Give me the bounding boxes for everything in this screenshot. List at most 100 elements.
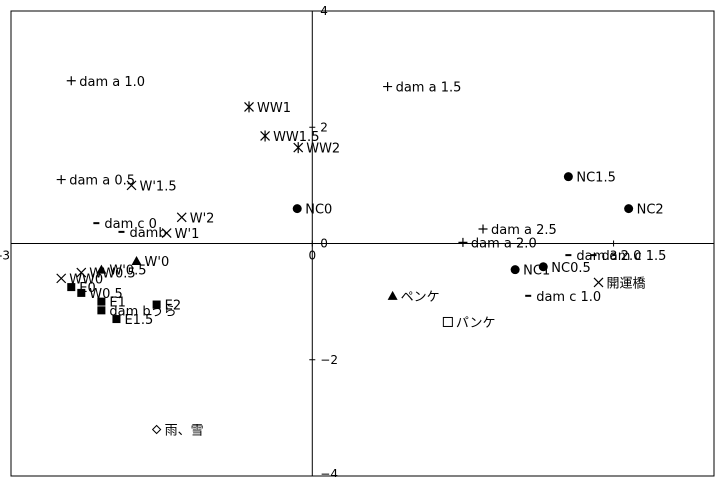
y-tick-label: −2 [320, 353, 338, 367]
cross-marker [76, 267, 87, 278]
circle-marker [624, 204, 634, 214]
point-label: dam a 0.5 [69, 174, 135, 189]
point-label: W'0 [145, 255, 170, 270]
data-point-plus [56, 175, 66, 185]
cross-marker [56, 273, 67, 284]
data-point-square [152, 300, 161, 309]
data-point-cross [593, 277, 604, 288]
point-label: WW1.5 [273, 130, 319, 145]
point-label: パンケ [456, 316, 496, 331]
data-point-circle [624, 204, 634, 214]
circle-marker [563, 172, 573, 182]
point-label: W0.5 [89, 287, 123, 302]
point-label: dam a 1.0 [79, 75, 145, 90]
point-label: 開運橋 [607, 276, 646, 291]
asterisk-marker [260, 130, 271, 142]
square-marker [152, 300, 161, 309]
asterisk-marker [293, 142, 304, 154]
data-point-circle [510, 265, 520, 275]
triangle-marker [131, 255, 142, 265]
data-point-cross [161, 228, 172, 238]
data-point-open-square [442, 316, 453, 327]
data-point-cross [56, 273, 67, 284]
triangle-marker [96, 264, 107, 274]
data-point-circle [538, 262, 548, 272]
circle-marker [292, 204, 302, 214]
point-label: NC2 [637, 203, 664, 218]
point-label: damb [129, 226, 166, 241]
square-marker [67, 283, 76, 292]
data-point-asterisk [293, 142, 304, 154]
point-label: NC1 [523, 264, 550, 279]
data-point-triangle [131, 255, 142, 265]
point-label: dam a 2.5 [491, 223, 557, 238]
data-point-asterisk [244, 101, 254, 113]
data-point-plus [458, 237, 468, 247]
y-tick-label: 4 [320, 4, 328, 18]
point-label: E1.5 [124, 313, 153, 328]
x-tick-label: -3 [0, 249, 10, 263]
point-label: dam a 1.5 [396, 81, 462, 96]
data-point-square [112, 315, 121, 324]
point-label: W'2 [190, 211, 215, 226]
cross-marker [126, 180, 137, 191]
y-tick-label: 2 [320, 120, 328, 134]
plus-marker [66, 76, 76, 86]
data-point-asterisk [260, 130, 271, 142]
data-point-plus [478, 224, 488, 234]
point-label: 雨、雪 [165, 424, 204, 439]
data-point-cross [76, 267, 87, 278]
point-label: WW2 [306, 142, 340, 157]
point-label: ペンケ [401, 290, 440, 305]
x-tick-label: 3 [610, 249, 618, 263]
data-point-square [97, 306, 106, 315]
circle-marker [538, 262, 548, 272]
point-label: dam c 2.0 [576, 249, 641, 264]
square-marker [97, 297, 106, 306]
plus-marker [56, 175, 66, 185]
square-marker [77, 288, 86, 297]
circle-marker [510, 265, 520, 275]
point-label: dam bうら [109, 304, 176, 319]
diamond-marker [151, 424, 162, 435]
point-label: WW0 [69, 272, 103, 287]
plus-marker [458, 237, 468, 247]
point-label: W'1 [175, 227, 200, 242]
axis-ticks: -3 0 3 4 2 0 −2 −4 [0, 4, 617, 477]
open-square-marker [442, 316, 453, 327]
y-tick-label: −4 [320, 467, 338, 477]
cross-marker [161, 228, 172, 238]
point-label: WW0.5 [89, 267, 135, 282]
triangle-marker [387, 290, 398, 300]
point-label: E2 [165, 299, 182, 314]
data-point-triangle [387, 290, 398, 300]
point-label: W'1.5 [140, 179, 177, 194]
data-point-triangle [96, 264, 107, 274]
data-points [56, 76, 634, 435]
data-point-cross [176, 212, 187, 223]
point-label: dam a 2.0 [471, 236, 537, 251]
point-label: NC1.5 [576, 171, 615, 186]
y-tick-label: 0 [320, 237, 328, 251]
point-label: NC0.5 [551, 261, 590, 276]
cross-marker [593, 277, 604, 288]
point-label: dam c 0 [104, 217, 157, 232]
data-point-diamond [151, 424, 162, 435]
x-tick-label: 0 [308, 249, 316, 263]
plus-marker [478, 224, 488, 234]
point-label: E1 [109, 296, 126, 311]
point-label: W'0.5 [109, 264, 146, 279]
data-point-cross [126, 180, 137, 191]
data-point-square [77, 288, 86, 297]
asterisk-marker [244, 101, 254, 113]
point-label: NC0 [305, 203, 332, 218]
square-marker [97, 306, 106, 315]
plus-marker [383, 82, 393, 92]
data-point-circle [563, 172, 573, 182]
point-label: dam c 1.5 [601, 249, 666, 264]
square-marker [112, 315, 121, 324]
point-label: dam c 1.0 [536, 290, 601, 305]
data-point-square [67, 283, 76, 292]
